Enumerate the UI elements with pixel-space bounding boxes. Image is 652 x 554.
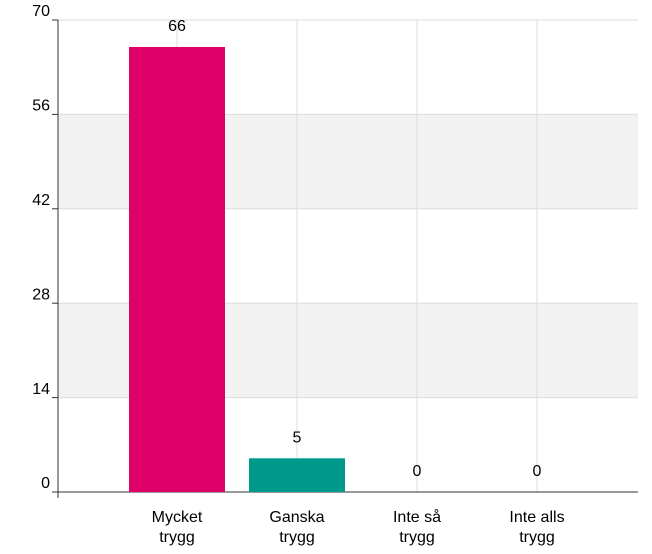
y-tick-label: 0 (41, 475, 50, 492)
x-tick-label-line: trygg (399, 529, 435, 546)
x-tick-label: Inte så trygg (393, 508, 441, 546)
x-tick-label-line: Inte så (393, 508, 441, 526)
x-tick-label-line: trygg (519, 529, 555, 546)
x-tick-label-line: trygg (159, 529, 195, 546)
value-label: 66 (168, 18, 186, 35)
y-tick-label: 42 (32, 192, 50, 209)
x-tick-label: Ganska trygg (269, 509, 324, 546)
y-tick-label: 14 (32, 381, 50, 398)
bar (129, 46, 225, 492)
bar (249, 458, 345, 492)
x-tick-label: Mycket trygg (152, 509, 203, 546)
x-tick-label: Inte alls trygg (509, 509, 564, 546)
value-label: 0 (533, 463, 542, 480)
y-tick-label: 70 (32, 3, 50, 20)
y-tick-label: 56 (32, 98, 50, 115)
x-tick-label-line: Mycket (152, 509, 203, 526)
y-tick-label: 28 (32, 286, 50, 303)
value-label: 0 (413, 463, 422, 480)
value-label: 5 (293, 430, 302, 447)
x-tick-label-line: Ganska (269, 509, 324, 526)
x-tick-label-line: Inte alls (509, 509, 564, 526)
x-tick-label-line: trygg (279, 529, 315, 546)
